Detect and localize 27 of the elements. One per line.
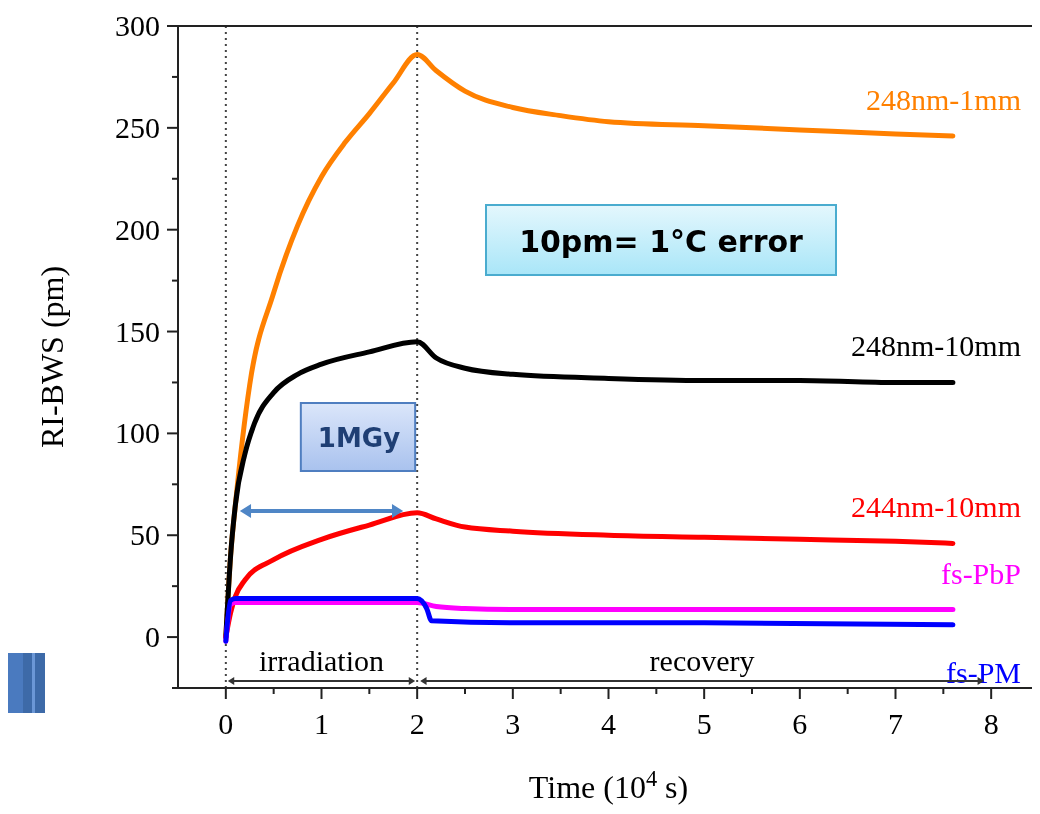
series-label: fs-PbP <box>940 556 1021 590</box>
annotation: recovery <box>649 644 755 677</box>
x-axis-title: Time (10$^{4}$ s) <box>528 765 689 805</box>
y-tick-label: 100 <box>115 416 160 450</box>
annotation: 1MGy <box>317 423 401 453</box>
x-tick-label: 8 <box>983 707 999 740</box>
y-tick-label: 250 <box>115 110 160 144</box>
annotation: 10pm= 1°C error <box>519 224 804 259</box>
x-tick-label: 7 <box>888 707 903 740</box>
series-label: 248nm-10mm <box>851 329 1021 363</box>
y-tick-label: 0 <box>145 620 160 654</box>
x-tick-label: 4 <box>601 707 616 740</box>
x-tick-label: 2 <box>409 707 425 740</box>
x-tick-label: 1 <box>314 707 329 740</box>
y-tick-label: 200 <box>115 212 160 246</box>
series-label: 244nm-10mm <box>851 490 1021 524</box>
y-tick-label: 50 <box>130 518 160 552</box>
x-tick-label: 6 <box>792 707 808 740</box>
annotation: irradiation <box>259 644 384 677</box>
series-label: fs-PM <box>945 655 1021 689</box>
x-tick-label: 0 <box>218 707 234 740</box>
y-axis-title: RI-BWS (pm) <box>34 265 70 449</box>
y-tick-label: 300 <box>115 9 160 42</box>
x-tick-label: 3 <box>505 707 521 740</box>
series-label: 248nm-1mm <box>866 82 1021 116</box>
x-tick-label: 5 <box>696 707 712 740</box>
y-tick-label: 150 <box>115 314 160 348</box>
